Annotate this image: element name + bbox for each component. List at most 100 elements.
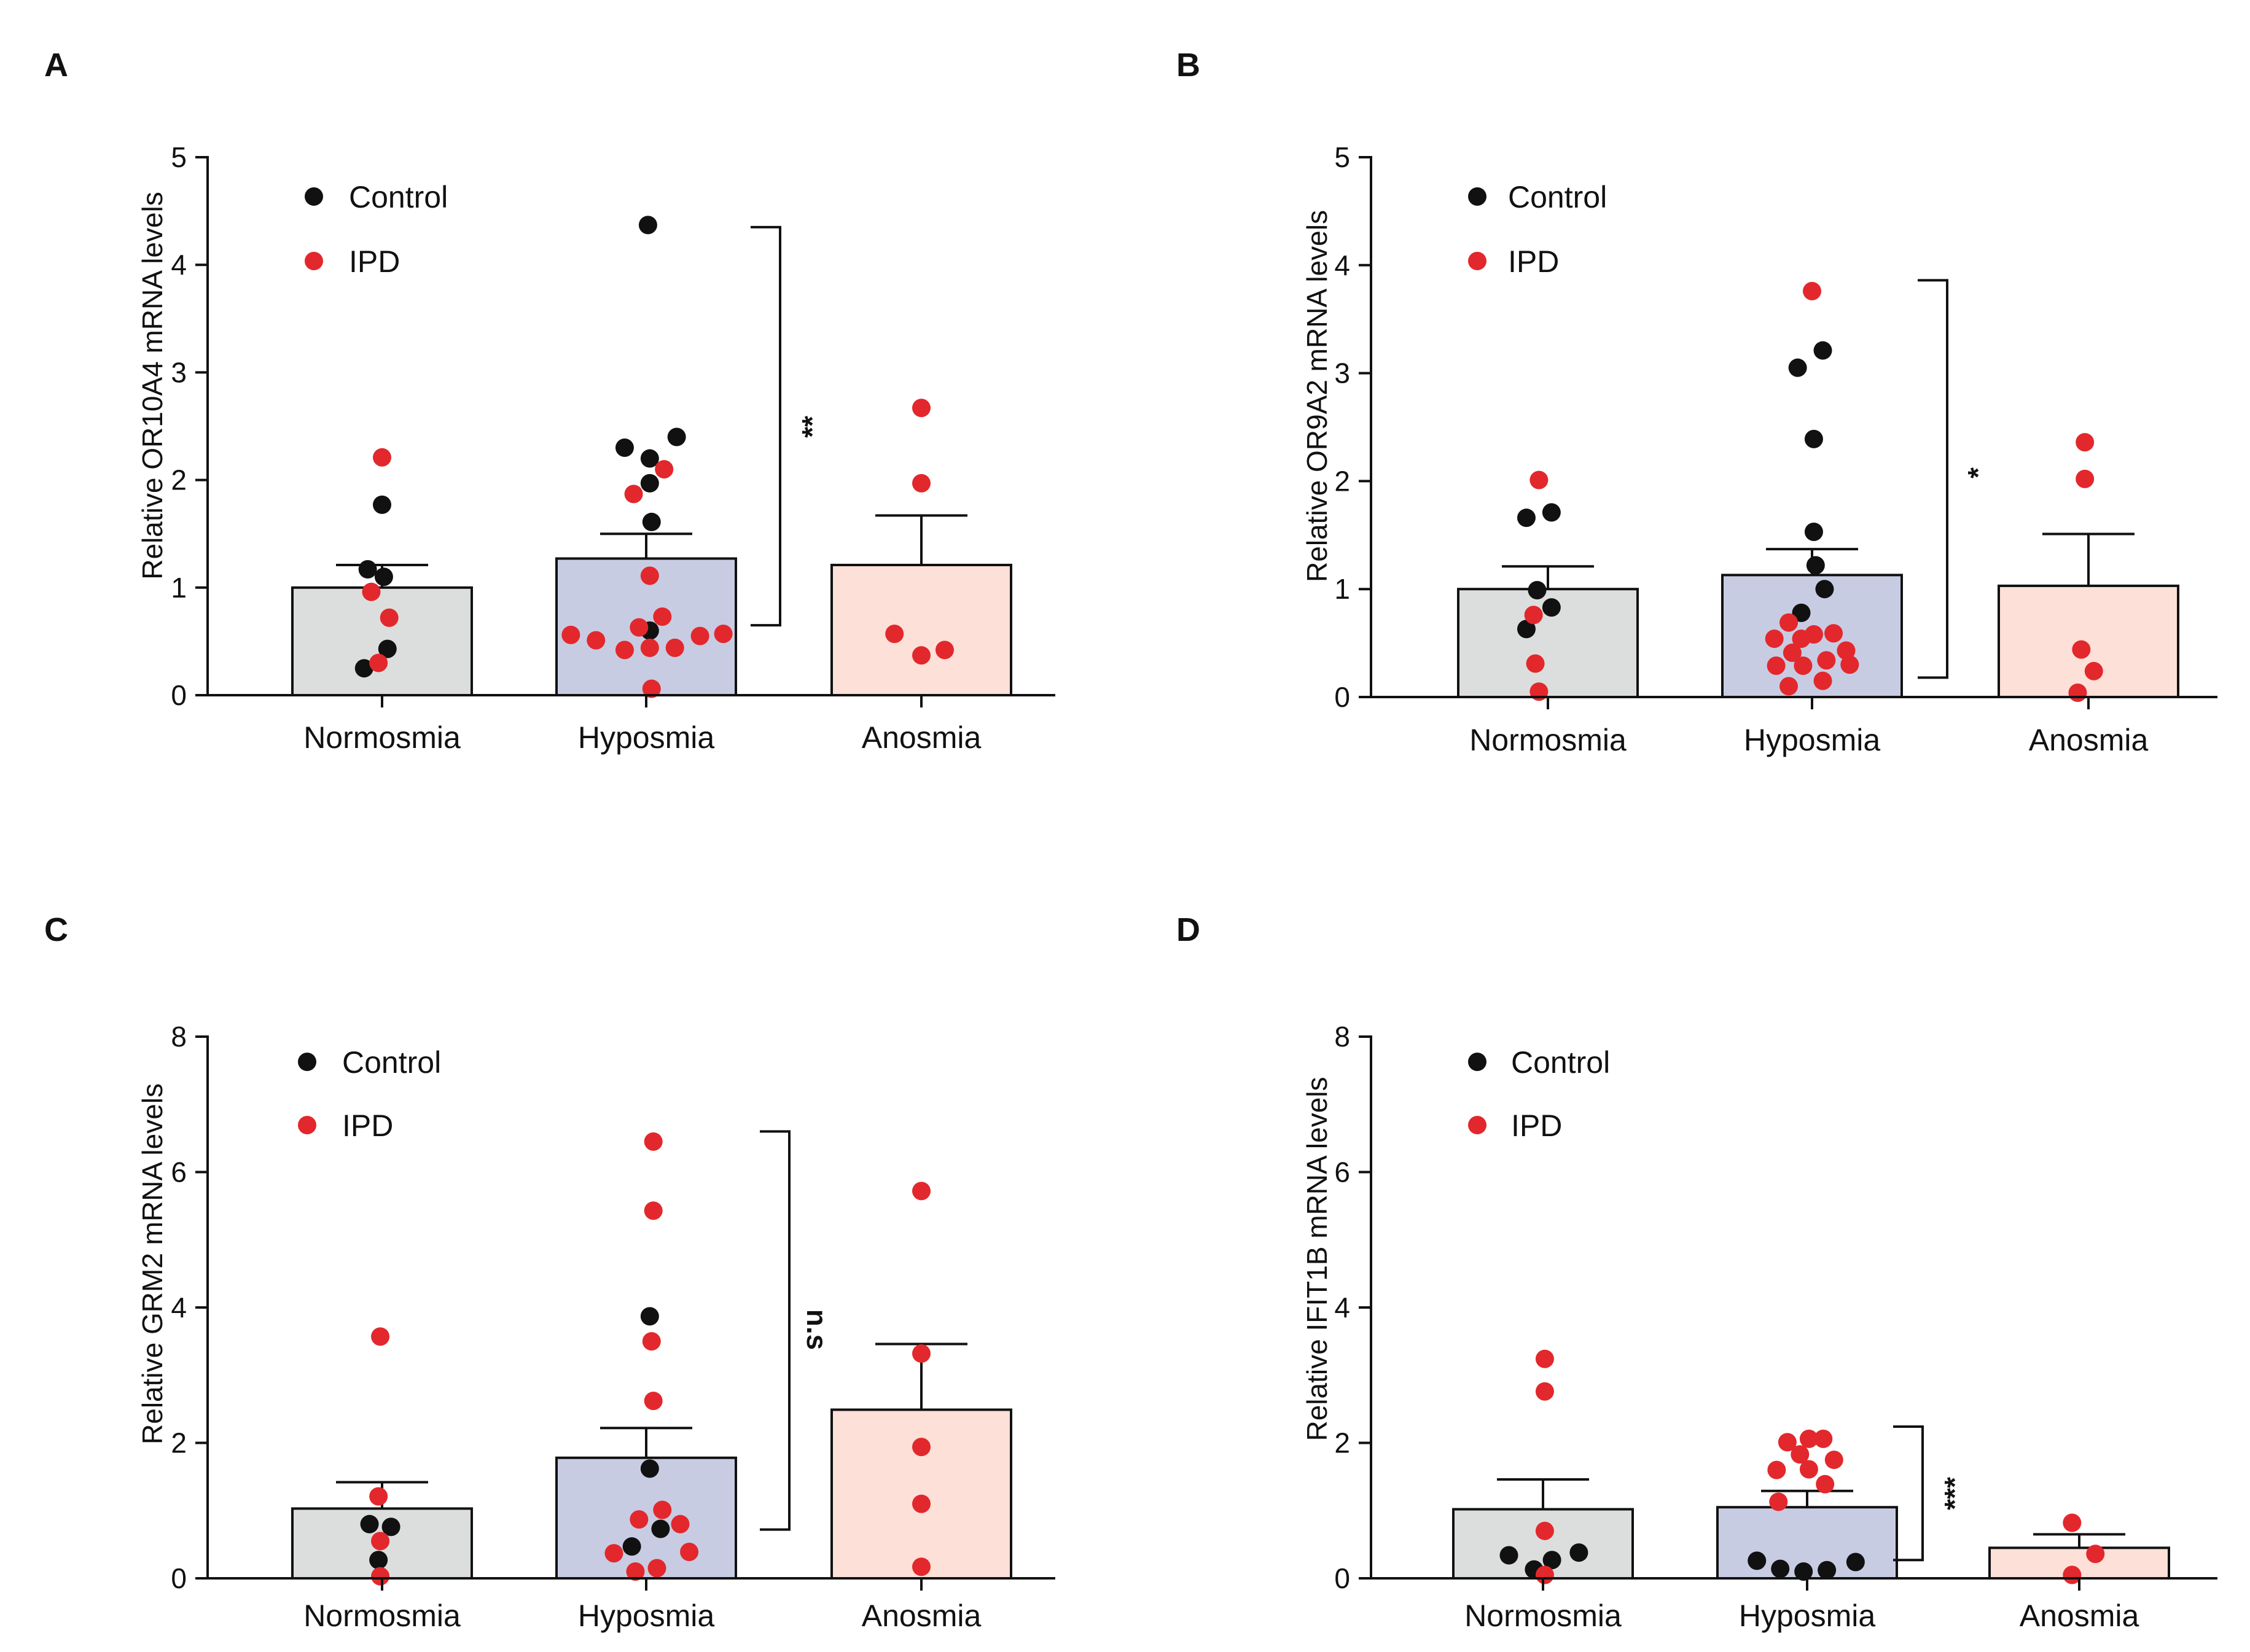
point-ipd — [1526, 654, 1545, 673]
point-control — [615, 438, 634, 458]
point-ipd — [655, 460, 674, 479]
panel-letter-c: C — [44, 911, 68, 948]
point-ipd — [1799, 1429, 1818, 1448]
legend-control-label: Control — [349, 180, 448, 214]
significance-label: ** — [796, 416, 828, 438]
point-control — [640, 1459, 659, 1478]
point-ipd — [642, 1332, 661, 1351]
category-label-hyposmia: Hyposmia — [1739, 1599, 1875, 1633]
point-ipd — [1767, 1460, 1786, 1479]
point-control — [1542, 598, 1561, 617]
point-control — [640, 449, 659, 468]
panel-letter-a: A — [44, 47, 68, 84]
category-label-normosmia: Normosmia — [1464, 1599, 1622, 1633]
bar-normosmia — [291, 586, 473, 696]
point-ipd — [1779, 613, 1799, 632]
legend: Control IPD — [305, 180, 448, 279]
point-control — [1846, 1553, 1865, 1572]
y-axis-label: Relative OR9A2 mRNA levels — [1301, 210, 1333, 582]
point-control — [1499, 1546, 1518, 1565]
y-tick-label: 2 — [1334, 1427, 1350, 1459]
y-tick-label: 2 — [1334, 465, 1350, 497]
point-ipd — [912, 1438, 931, 1457]
point-ipd — [1791, 1445, 1810, 1464]
panel-letter-d: D — [1176, 911, 1200, 948]
significance-bracket — [760, 1130, 791, 1531]
point-ipd — [373, 448, 391, 467]
point-control — [354, 659, 373, 678]
point-control — [1569, 1543, 1588, 1562]
category-label-hyposmia: Hyposmia — [578, 720, 714, 755]
legend-control-marker — [298, 1053, 316, 1071]
category-label-hyposmia: Hyposmia — [578, 1599, 714, 1633]
point-ipd — [644, 1392, 663, 1411]
point-control — [1792, 603, 1811, 622]
legend-ipd-marker — [298, 1116, 316, 1134]
point-control — [638, 216, 657, 235]
point-ipd — [1824, 624, 1843, 643]
point-ipd — [1799, 1460, 1818, 1479]
point-ipd — [1535, 1382, 1554, 1401]
point-ipd — [912, 646, 931, 665]
point-ipd — [653, 607, 672, 626]
point-control — [1788, 358, 1807, 377]
point-ipd — [1814, 1429, 1833, 1448]
point-ipd — [371, 1532, 390, 1551]
point-control — [1517, 620, 1536, 639]
point-ipd — [1769, 1492, 1788, 1511]
y-tick-label: 3 — [1334, 357, 1350, 389]
point-ipd — [912, 1557, 931, 1576]
point-ipd — [885, 625, 904, 644]
category-label-anosmia: Anosmia — [2029, 723, 2149, 757]
point-ipd — [644, 1201, 663, 1220]
point-ipd — [2063, 1513, 2082, 1532]
point-control — [622, 1537, 641, 1556]
legend: Control IPD — [1468, 1045, 1610, 1143]
y-tick-label: 8 — [1334, 1021, 1350, 1053]
plot-area: 0 2 4 6 8 — [1334, 1021, 2217, 1594]
point-ipd — [912, 399, 931, 418]
y-axis-label: Relative GRM2 mRNA levels — [136, 1083, 168, 1444]
category-label-hyposmia: Hyposmia — [1744, 723, 1880, 757]
point-control — [1813, 341, 1832, 360]
point-control — [358, 560, 377, 579]
y-tick-label: 3 — [171, 356, 187, 388]
y-tick-label: 2 — [171, 464, 187, 496]
point-control — [1517, 508, 1536, 528]
plot-area: 0 1 2 3 4 5 — [171, 141, 1055, 711]
legend-ipd-label: IPD — [342, 1108, 393, 1143]
legend-ipd-marker — [1468, 1116, 1486, 1134]
point-ipd — [1535, 1349, 1554, 1368]
point-ipd — [2084, 661, 2103, 680]
category-label-normosmia: Normosmia — [303, 1599, 461, 1633]
y-tick-label: 4 — [171, 1292, 187, 1323]
significance-bracket — [1893, 1425, 1924, 1562]
point-ipd — [380, 608, 399, 627]
category-label-normosmia: Normosmia — [303, 720, 461, 755]
point-control — [667, 427, 686, 446]
y-tick-label: 0 — [171, 1562, 187, 1594]
point-ipd — [644, 1132, 663, 1151]
point-ipd — [369, 653, 388, 672]
point-ipd — [604, 1544, 623, 1563]
point-control — [1748, 1551, 1767, 1570]
legend-control-label: Control — [1511, 1045, 1610, 1080]
plot-area: 0 1 2 3 4 5 — [1334, 141, 2217, 713]
legend: Control IPD — [1468, 180, 1607, 279]
point-ipd — [1529, 470, 1549, 489]
point-ipd — [615, 641, 634, 660]
legend-control-label: Control — [342, 1045, 441, 1080]
point-ipd — [1783, 643, 1802, 662]
point-ipd — [640, 566, 659, 585]
point-control — [373, 495, 391, 514]
point-ipd — [912, 1344, 931, 1363]
point-ipd — [1779, 677, 1799, 696]
point-control — [1771, 1559, 1790, 1578]
y-tick-label: 8 — [171, 1021, 187, 1053]
point-ipd — [630, 1510, 649, 1529]
point-control — [381, 1518, 400, 1537]
point-control — [374, 567, 393, 586]
point-control — [1804, 523, 1823, 542]
